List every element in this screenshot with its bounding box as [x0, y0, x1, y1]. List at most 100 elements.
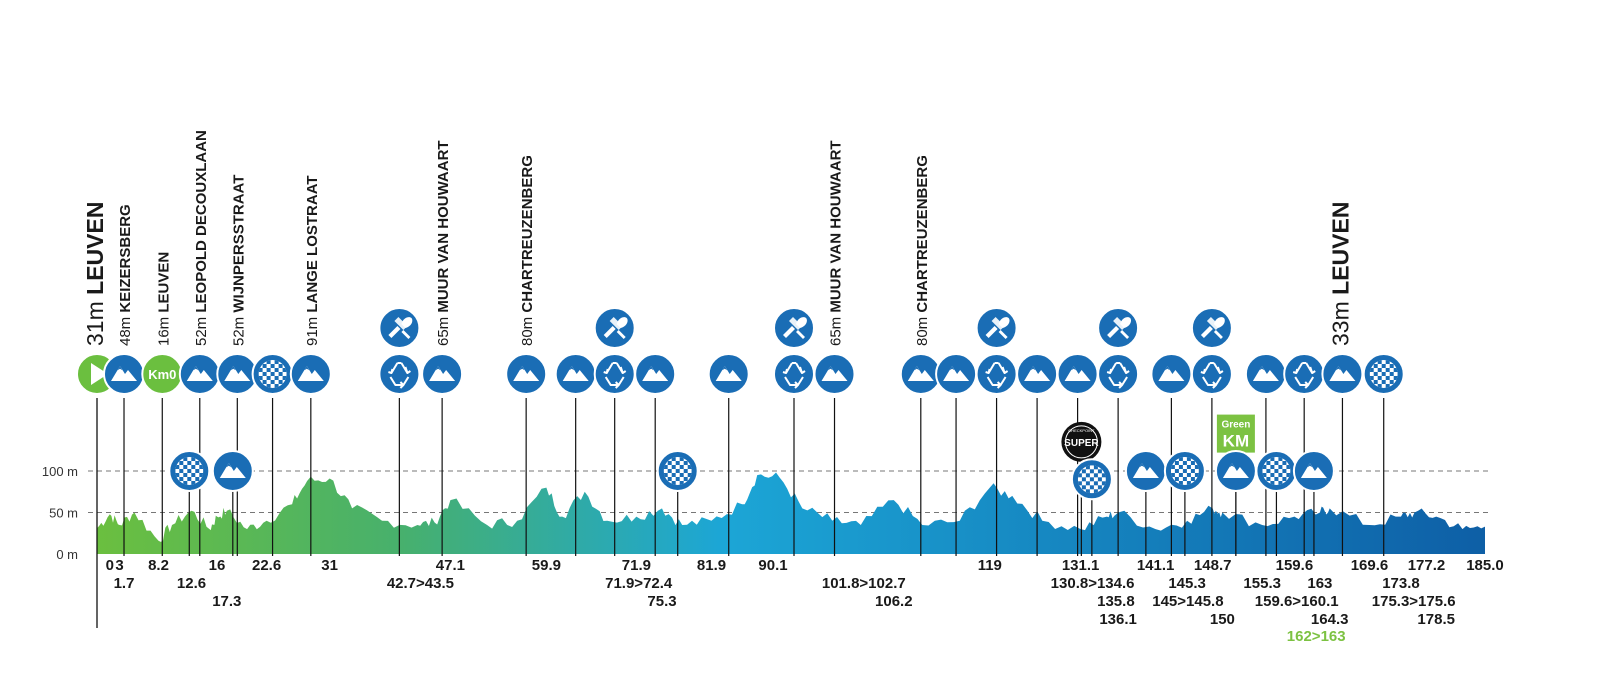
km-label: 71.9	[622, 557, 651, 574]
climb-elevation: 80m	[914, 313, 931, 346]
superu-sub: CHECKPOINT	[1068, 428, 1095, 433]
km-label: 1.7	[114, 575, 135, 592]
climb-elevation: 65m	[828, 313, 845, 346]
recycle-circle	[975, 353, 1018, 395]
climb-name: WIJNPERSSTRAAT	[230, 175, 247, 313]
superu-label: SUPER	[1064, 438, 1099, 449]
km-label: 136.1	[1099, 611, 1137, 628]
climb-elevation: 91m	[304, 313, 321, 346]
sprint-icon	[1078, 465, 1106, 493]
km-label: 119	[978, 557, 1002, 574]
superu-circle	[1061, 421, 1102, 462]
climb-elevation: 52m	[193, 313, 210, 346]
km-label: 164.3	[1311, 611, 1349, 628]
climb-marker	[899, 353, 942, 395]
food-marker	[1097, 307, 1140, 349]
marker-connectors	[96, 398, 1385, 628]
climb-label: 31m LEUVEN	[82, 202, 108, 346]
climb-mid-marker	[211, 450, 254, 492]
climb-mid-marker	[1214, 450, 1257, 492]
climb-marker	[1056, 353, 1099, 395]
km-label: 163	[1307, 575, 1332, 592]
climb-label: 65m MUUR VAN HOUWAART	[828, 140, 845, 346]
sprint-mid-marker	[168, 450, 211, 492]
km-label: 135.8	[1097, 593, 1135, 610]
km-label: 148.7	[1194, 557, 1232, 574]
km-label: 42.7>43.5	[387, 575, 454, 592]
climb-label: 80m CHARTREUZENBERG	[914, 155, 931, 346]
climb-marker	[935, 353, 978, 395]
km-label: 177.2	[1408, 557, 1446, 574]
climb-name: CHARTREUZENBERG	[519, 155, 536, 313]
km-label: 169.6	[1351, 557, 1389, 574]
km-label: 8.2	[148, 557, 169, 574]
km-label: 131.1	[1062, 557, 1100, 574]
food-marker	[378, 307, 421, 349]
km-label: 106.2	[875, 593, 913, 610]
climb-labels: 31m LEUVEN 48m KEIZERSBERG 16m LEUVEN 52m L…	[82, 130, 1353, 346]
climb-marker	[216, 353, 259, 395]
climb-label: 65m MUUR VAN HOUWAART	[435, 140, 452, 346]
climb-marker	[554, 353, 597, 395]
climb-name: LEOPOLD DECOUXLAAN	[193, 130, 210, 313]
climb-name: KEIZERSBERG	[117, 204, 134, 312]
y-axis-ticks: 0 m 50 m 100 m	[42, 464, 78, 562]
km-label: 22.6	[252, 557, 281, 574]
km-label: 47.1	[436, 557, 465, 574]
sprint-mid-marker	[656, 450, 699, 492]
climb-label: 48m KEIZERSBERG	[117, 204, 134, 346]
greenkm-box	[1214, 412, 1257, 455]
climb-elevation: 31m	[82, 295, 108, 346]
km-label: 17.3	[212, 593, 241, 610]
climb-label: 33m LEUVEN	[1327, 202, 1353, 346]
climb-name: CHARTREUZENBERG	[914, 155, 931, 313]
km-label: 175.3>175.6	[1372, 593, 1456, 610]
km-label: 185.0	[1466, 557, 1504, 574]
climb-label: 80m CHARTREUZENBERG	[519, 155, 536, 346]
food-marker	[593, 307, 636, 349]
climb-label: 16m LEUVEN	[155, 252, 172, 346]
sprint-mid-marker	[1163, 450, 1206, 492]
km-label: 159.6>160.1	[1255, 593, 1339, 610]
climb-marker	[1244, 353, 1287, 395]
superu-ring	[1064, 425, 1098, 459]
km-label: 150	[1210, 611, 1235, 628]
climb-marker	[103, 353, 145, 395]
km-label: 159.6	[1276, 557, 1314, 574]
km-label: 173.8	[1382, 575, 1420, 592]
recycle-circle	[773, 353, 815, 395]
recycle-marker	[1283, 353, 1326, 395]
climb-label: 52m WIJNPERSSTRAAT	[230, 175, 247, 346]
climb-marker	[1150, 353, 1193, 395]
km-label: 0	[106, 557, 114, 574]
recycle-circle	[593, 353, 636, 395]
climb-marker	[813, 353, 856, 395]
food-marker	[975, 307, 1018, 349]
sprint-marker	[251, 353, 294, 395]
climb-marker	[505, 353, 548, 395]
greenkm-line1: Green	[1221, 420, 1250, 431]
sprint-icon	[175, 457, 203, 485]
recycle-marker	[1190, 353, 1233, 395]
climb-mid-marker	[1292, 450, 1335, 492]
km-label: 155.3	[1243, 575, 1281, 592]
recycle-marker	[1097, 353, 1140, 395]
km-label: 59.9	[532, 557, 561, 574]
climb-elevation: 48m	[117, 313, 134, 346]
climb-label: 91m LANGE LOSTRAAT	[304, 175, 321, 346]
y-tick-label: 100 m	[42, 464, 78, 479]
km-label: 31	[321, 557, 338, 574]
climb-elevation: 80m	[519, 313, 536, 346]
km-label: 141.1	[1137, 557, 1175, 574]
km-label: 145>145.8	[1152, 593, 1223, 610]
sprint-icon	[1370, 360, 1398, 388]
recycle-circle	[1190, 353, 1233, 395]
greenkm-line2: KM	[1223, 432, 1249, 451]
climb-name: LEUVEN	[155, 252, 172, 313]
sprint-marker	[1362, 353, 1405, 395]
km-label: 178.5	[1417, 611, 1455, 628]
food-marker	[773, 307, 815, 349]
recycle-marker	[593, 353, 636, 395]
